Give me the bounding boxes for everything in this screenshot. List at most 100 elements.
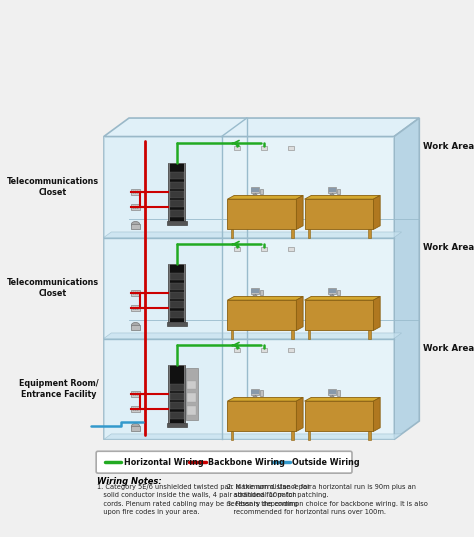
Polygon shape: [228, 296, 303, 300]
Text: Work Area: Work Area: [423, 243, 474, 251]
Bar: [330, 295, 334, 296]
Circle shape: [135, 191, 136, 193]
Polygon shape: [296, 296, 303, 330]
Bar: [231, 229, 233, 238]
Ellipse shape: [131, 423, 140, 429]
Bar: [231, 330, 233, 339]
Bar: [183, 264, 185, 322]
Bar: [308, 431, 310, 440]
Bar: [104, 136, 221, 237]
Text: Telecommunications
Closet: Telecommunications Closet: [7, 278, 99, 297]
Bar: [328, 390, 336, 395]
Circle shape: [133, 409, 134, 410]
Bar: [261, 247, 266, 251]
Bar: [228, 199, 296, 229]
Bar: [234, 348, 240, 352]
Bar: [170, 301, 184, 308]
Bar: [167, 423, 187, 427]
Circle shape: [135, 207, 136, 208]
Bar: [234, 247, 240, 251]
Bar: [221, 237, 394, 338]
Bar: [170, 292, 184, 299]
Circle shape: [137, 292, 138, 294]
Bar: [292, 431, 294, 440]
Circle shape: [137, 191, 138, 193]
Bar: [253, 396, 257, 397]
Bar: [368, 229, 371, 238]
Bar: [221, 338, 394, 439]
Polygon shape: [374, 195, 380, 229]
Bar: [260, 188, 263, 194]
Bar: [308, 229, 310, 238]
Circle shape: [133, 292, 134, 294]
Bar: [131, 407, 140, 412]
Bar: [330, 396, 334, 397]
Polygon shape: [104, 118, 419, 136]
Bar: [170, 402, 184, 409]
Text: Equipment Room/
Entrance Facility: Equipment Room/ Entrance Facility: [19, 379, 99, 398]
Text: Telecommunications
Closet: Telecommunications Closet: [7, 177, 99, 197]
Circle shape: [135, 292, 136, 294]
Polygon shape: [104, 434, 401, 439]
Bar: [186, 368, 198, 420]
Bar: [337, 390, 340, 396]
Bar: [131, 204, 140, 210]
Polygon shape: [296, 397, 303, 431]
FancyBboxPatch shape: [96, 451, 352, 473]
Circle shape: [137, 308, 138, 309]
Bar: [170, 282, 184, 289]
Ellipse shape: [131, 322, 140, 328]
Bar: [261, 146, 266, 150]
Bar: [288, 146, 293, 150]
Bar: [304, 401, 374, 431]
Circle shape: [135, 308, 136, 309]
Polygon shape: [374, 296, 380, 330]
Bar: [260, 390, 263, 396]
Bar: [251, 187, 259, 193]
Text: Horizontal Wiring: Horizontal Wiring: [124, 458, 203, 467]
Bar: [251, 289, 259, 293]
Bar: [253, 194, 257, 195]
Bar: [170, 209, 184, 217]
Bar: [131, 290, 140, 296]
Bar: [292, 330, 294, 339]
Bar: [292, 229, 294, 238]
Bar: [328, 187, 337, 193]
Bar: [328, 188, 336, 192]
Bar: [328, 289, 336, 293]
Bar: [221, 136, 394, 237]
Circle shape: [135, 394, 136, 395]
Circle shape: [133, 394, 134, 395]
Bar: [261, 348, 266, 352]
Bar: [304, 199, 374, 229]
Bar: [183, 365, 185, 423]
Bar: [169, 163, 170, 221]
Bar: [170, 200, 184, 207]
Bar: [170, 310, 184, 318]
Polygon shape: [228, 195, 303, 199]
Bar: [234, 146, 240, 150]
Bar: [187, 394, 196, 402]
Bar: [131, 189, 140, 195]
Bar: [167, 322, 187, 326]
Polygon shape: [104, 232, 401, 237]
Bar: [328, 288, 337, 294]
Polygon shape: [304, 195, 380, 199]
Polygon shape: [394, 118, 419, 439]
Bar: [251, 288, 259, 294]
Bar: [170, 273, 184, 280]
Bar: [168, 264, 185, 322]
Bar: [308, 330, 310, 339]
Bar: [169, 264, 170, 322]
Bar: [328, 389, 337, 395]
Circle shape: [137, 409, 138, 410]
Bar: [131, 305, 140, 311]
Bar: [288, 348, 293, 352]
Circle shape: [133, 308, 134, 309]
Bar: [131, 426, 140, 431]
Bar: [260, 289, 263, 295]
Circle shape: [135, 409, 136, 410]
Bar: [228, 401, 296, 431]
Bar: [168, 365, 185, 423]
Circle shape: [137, 394, 138, 395]
